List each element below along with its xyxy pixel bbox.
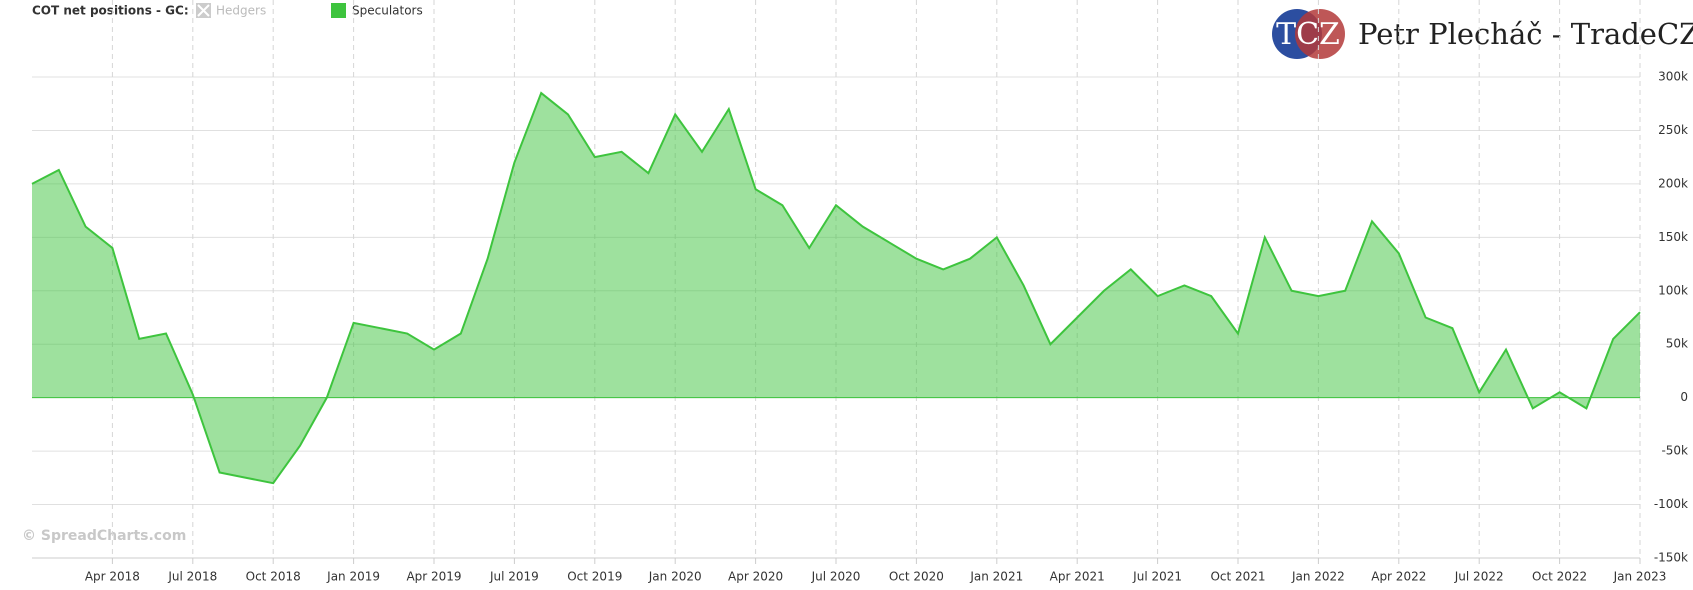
chart-title: COT net positions - GC:	[32, 4, 189, 18]
x-tick-label: Jan 2021	[969, 570, 1023, 584]
x-tick-label: Oct 2018	[246, 570, 301, 584]
brand: Petr Plecháč - TradeCZ	[1358, 17, 1693, 51]
legend-swatch	[331, 3, 346, 18]
x-tick-label: Oct 2019	[567, 570, 622, 584]
y-tick-label: 150k	[1658, 230, 1688, 244]
x-tick-label: Apr 2020	[728, 570, 783, 584]
y-tick-label: 100k	[1658, 283, 1688, 297]
y-tick-label: 250k	[1658, 123, 1688, 137]
x-tick-label: Jul 2022	[1454, 570, 1504, 584]
x-tick-label: Jul 2019	[489, 570, 539, 584]
y-tick-label: 50k	[1666, 337, 1688, 351]
x-tick-label: Jul 2020	[811, 570, 861, 584]
watermark: © SpreadCharts.com	[22, 528, 186, 544]
x-tick-label: Oct 2022	[1532, 570, 1587, 584]
logo: TCZ Petr Plecháč - TradeCZ	[1272, 9, 1693, 59]
legend-label: Hedgers	[216, 4, 266, 18]
x-tick-label: Apr 2021	[1050, 570, 1105, 584]
x-tick-label: Oct 2020	[889, 570, 944, 584]
legend-cross	[197, 4, 210, 17]
x-tick-label: Oct 2021	[1210, 570, 1265, 584]
area-fill	[32, 93, 1640, 484]
x-tick-label: Jan 2023	[1613, 570, 1667, 584]
x-tick-label: Apr 2022	[1371, 570, 1426, 584]
y-tick-label: -150k	[1654, 551, 1688, 565]
legend-speculators[interactable]: Speculators	[331, 3, 423, 18]
y-tick-label: 0	[1680, 390, 1688, 404]
x-tick-label: Jul 2018	[167, 570, 217, 584]
x-tick-label: Jan 2020	[648, 570, 702, 584]
legend-label: Speculators	[352, 4, 423, 18]
logo-circle	[1295, 9, 1345, 59]
y-tick-label: -100k	[1654, 497, 1688, 511]
y-tick-label: 300k	[1658, 70, 1688, 84]
area-line	[31, 91, 1641, 485]
legend-hedgers[interactable]: Hedgers	[196, 3, 266, 18]
y-tick-label: 200k	[1658, 176, 1688, 190]
x-tick-label: Jan 2019	[326, 570, 380, 584]
x-tick-label: Jul 2021	[1132, 570, 1182, 584]
x-tick-label: Apr 2019	[406, 570, 461, 584]
x-tick-label: Jan 2022	[1291, 570, 1345, 584]
x-tick-label: Apr 2018	[85, 570, 140, 584]
logo-text: TCZ	[1276, 17, 1340, 52]
y-tick-label: -50k	[1661, 444, 1688, 458]
